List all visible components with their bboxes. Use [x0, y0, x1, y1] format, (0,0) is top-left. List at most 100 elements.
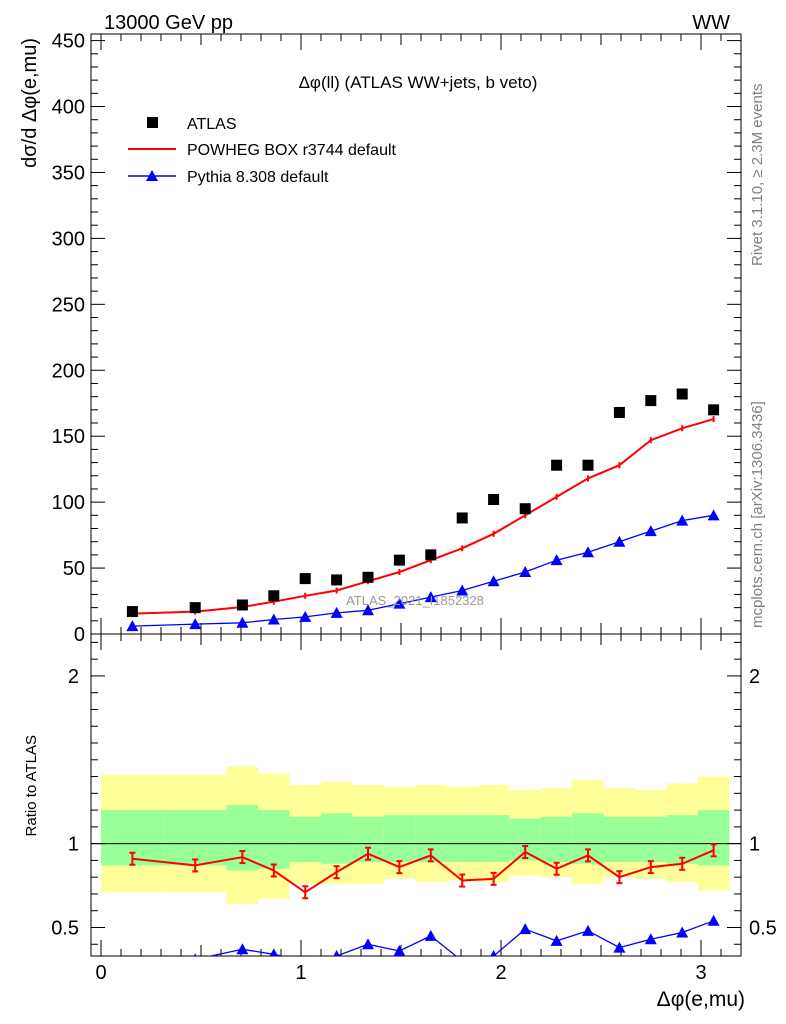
ratio-pythia-point — [193, 953, 197, 956]
y-tick-label: 0 — [74, 624, 85, 646]
ratio-pythia-point — [644, 933, 657, 945]
pythia-point — [424, 591, 437, 603]
y-tick-label: 250 — [52, 294, 85, 316]
ratio-pythia-point — [676, 926, 689, 938]
ratio-band-inner — [603, 816, 635, 863]
atlas-point — [268, 590, 280, 602]
ratio-band-inner — [163, 810, 227, 866]
ratio-pythia-point — [707, 914, 720, 926]
header-process: 13000 GeV pp — [104, 12, 233, 34]
y-tick-label: 450 — [52, 31, 85, 53]
ratio-pythia-line — [207, 920, 714, 956]
ratio-pythia-point — [393, 944, 406, 956]
y-tick-label: 200 — [52, 360, 85, 382]
pythia-point — [236, 616, 249, 628]
ratio-band-inner — [540, 816, 573, 863]
ratio-powheg-line — [132, 849, 714, 894]
ratio-band-inner — [258, 810, 290, 869]
y-tick-label: 150 — [52, 426, 85, 448]
ratio-y-tick-label-right: 2 — [749, 666, 760, 688]
pythia-point — [644, 525, 657, 537]
atlas-point — [393, 554, 405, 566]
ratio-pythia-point — [424, 929, 437, 941]
y-tick-label: 50 — [63, 558, 85, 580]
atlas-point — [189, 602, 201, 614]
x-tick-label: 1 — [295, 962, 306, 984]
axes: 0 50 100 150 200 250 300 350 400 450 0 1 2 3 0.5 0.5 1 1 2… — [51, 31, 777, 984]
ratio-bands — [91, 766, 741, 905]
ratio-pythia-point — [519, 923, 532, 935]
main-series — [126, 388, 720, 632]
pythia-point — [267, 613, 280, 625]
ratio-pythia-point — [582, 924, 594, 936]
legend-label-atlas: ATLAS — [187, 116, 237, 133]
ratio-series — [129, 843, 720, 956]
pythia-point — [330, 606, 343, 618]
ratio-y-tick-label-left: 2 — [68, 666, 79, 688]
ratio-pythia-point — [550, 934, 563, 946]
x-tick-label: 0 — [95, 962, 106, 984]
atlas-point — [613, 406, 625, 418]
pythia-point — [582, 546, 594, 558]
atlas-point — [456, 512, 468, 524]
legend: ATLAS POWHEG BOX r3744 default Pythia 8.… — [128, 116, 397, 186]
legend-marker-atlas — [147, 117, 158, 128]
powheg-line — [132, 418, 714, 615]
x-tick-label: 3 — [695, 962, 706, 984]
pythia-point — [456, 584, 469, 596]
ratio-y-tick-label-left: 0.5 — [51, 917, 79, 939]
mcplots-label: mcplots.cern.ch [arXiv:1306.3436] — [749, 401, 766, 628]
y-tick-label: 300 — [52, 228, 85, 250]
analysis-watermark: ATLAS_2021_I1852328 — [346, 593, 484, 608]
ratio-y-tick-label-right: 1 — [749, 834, 760, 856]
pythia-point — [550, 554, 563, 566]
pythia-point — [299, 610, 312, 622]
pythia-point — [362, 604, 374, 616]
ratio-band-inner — [383, 815, 416, 863]
rivet-label: Rivet 3.1.10, ≥ 2.3M events — [749, 84, 766, 267]
atlas-point — [331, 574, 343, 586]
atlas-point — [236, 599, 248, 611]
pythia-point — [189, 618, 202, 630]
ratio-band-inner — [321, 813, 353, 864]
x-tick-label: 2 — [495, 962, 506, 984]
ratio-panel-frame — [90, 633, 742, 957]
ratio-pythia-point — [236, 943, 249, 955]
legend-marker-pythia — [146, 170, 158, 181]
pythia-point — [676, 514, 689, 526]
ratio-axis-title: Ratio to ATLAS — [23, 735, 40, 836]
pythia-line — [132, 514, 714, 627]
atlas-point — [676, 388, 688, 400]
pythia-point — [519, 566, 532, 578]
ratio-pythia-point — [333, 950, 340, 956]
atlas-point — [582, 459, 594, 471]
ratio-pythia-point — [304, 955, 306, 956]
pythia-point — [126, 620, 139, 632]
x-axis-title: Δφ(e,mu) — [657, 988, 745, 1011]
ratio-y-tick-label-right: 0.5 — [749, 917, 777, 939]
atlas-point — [362, 571, 374, 583]
atlas-point — [708, 404, 720, 416]
atlas-point — [551, 459, 563, 471]
header-channel: WW — [692, 12, 730, 34]
pythia-point — [393, 597, 406, 609]
y-tick-label: 400 — [52, 97, 85, 119]
ratio-y-tick-label-left: 1 — [68, 834, 79, 856]
atlas-point — [488, 493, 500, 505]
pythia-point — [613, 535, 626, 547]
ratio-pythia-point — [131, 955, 133, 956]
y-tick-label: 100 — [52, 492, 85, 514]
pythia-point — [707, 509, 720, 521]
ratio-band-inner — [666, 815, 698, 864]
ratio-pythia-point — [269, 948, 278, 956]
legend-label-pythia: Pythia 8.308 default — [187, 169, 329, 186]
atlas-point — [645, 395, 657, 407]
atlas-point — [519, 503, 531, 515]
pythia-point — [487, 575, 500, 587]
ratio-band-inner — [478, 815, 510, 863]
atlas-point — [126, 606, 138, 618]
atlas-point — [299, 573, 311, 585]
ratio-band-inner — [289, 816, 321, 863]
ratio-band-inner — [446, 815, 478, 863]
